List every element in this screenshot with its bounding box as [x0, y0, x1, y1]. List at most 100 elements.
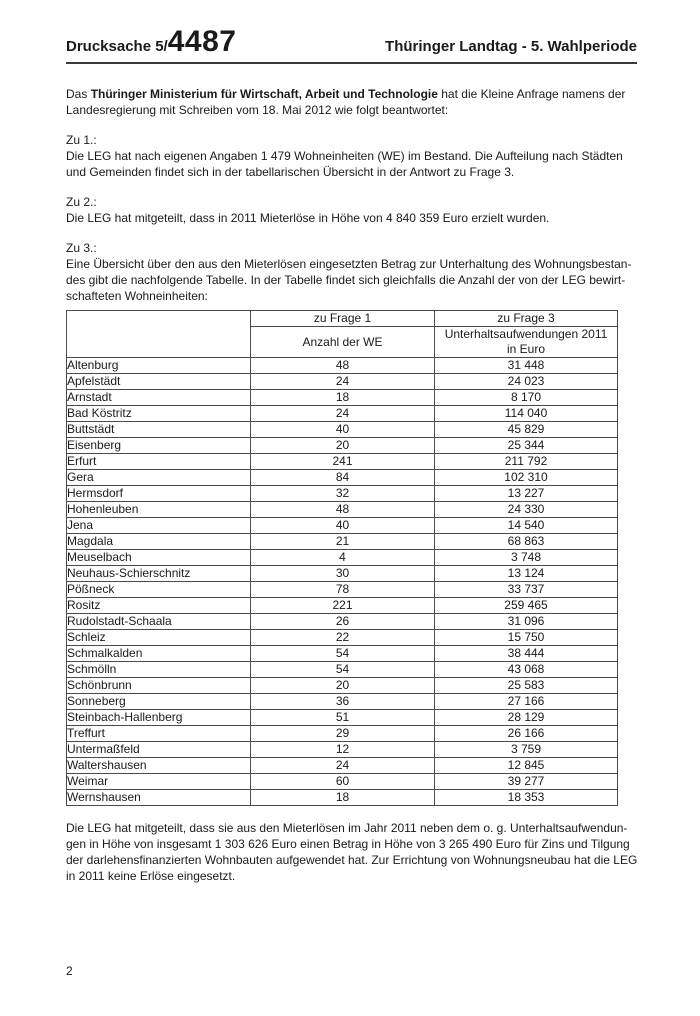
- euro-amount-cell: 3 748: [434, 549, 618, 566]
- city-cell: Schleiz: [66, 629, 251, 646]
- euro-amount-cell: 31 448: [434, 357, 618, 374]
- euro-amount-cell: 8 170: [434, 389, 618, 406]
- we-count-cell: 4: [250, 549, 435, 566]
- answer-label-2: Zu 2.:: [66, 195, 97, 209]
- we-count-cell: 221: [250, 597, 435, 614]
- city-cell: Altenburg: [66, 357, 251, 374]
- city-cell: Eisenberg: [66, 437, 251, 454]
- table-row: Schleiz 22 15 750: [66, 629, 618, 646]
- euro-amount-cell: 43 068: [434, 661, 618, 678]
- answer-section-3: Zu 3.: Eine Übersicht über den aus den M…: [66, 240, 646, 304]
- page-number: 2: [66, 964, 73, 978]
- euro-amount-cell: 114 040: [434, 405, 618, 422]
- table-row: Eisenberg 20 25 344: [66, 437, 618, 454]
- city-cell: Pößneck: [66, 581, 251, 598]
- we-count-cell: 32: [250, 485, 435, 502]
- frage1-column-header: zu Frage 1: [250, 310, 435, 327]
- intro-text-pre: Das: [66, 87, 91, 101]
- table-body: Altenburg 48 31 448 Apfelstädt 24 24 023…: [66, 357, 618, 806]
- city-cell: Hermsdorf: [66, 485, 251, 502]
- we-count-cell: 51: [250, 709, 435, 726]
- euro-amount-cell: 13 227: [434, 485, 618, 502]
- intro-paragraph: Das Thüringer Ministerium für Wirtschaft…: [66, 86, 646, 118]
- we-count-cell: 18: [250, 789, 435, 806]
- euro-amount-cell: 45 829: [434, 421, 618, 438]
- city-cell: Schmölln: [66, 661, 251, 678]
- city-cell: Erfurt: [66, 453, 251, 470]
- frage3-column-header: zu Frage 3: [434, 310, 618, 327]
- city-cell: Neuhaus-Schierschnitz: [66, 565, 251, 582]
- city-cell: Waltershausen: [66, 757, 251, 774]
- we-count-cell: 21: [250, 533, 435, 550]
- answer-text-3: Eine Übersicht über den aus den Mieterlö…: [66, 257, 632, 303]
- answer-text-2: Die LEG hat mitgeteilt, dass in 2011 Mie…: [66, 211, 550, 225]
- euro-amount-cell: 33 737: [434, 581, 618, 598]
- we-count-cell: 84: [250, 469, 435, 486]
- we-count-cell: 40: [250, 517, 435, 534]
- table-row: Weimar 60 39 277: [66, 773, 618, 790]
- table-row: Pößneck 78 33 737: [66, 581, 618, 598]
- euro-amount-cell: 26 166: [434, 725, 618, 742]
- drucksache-title: Drucksache 5/4487: [66, 26, 236, 58]
- city-cell: Wernshausen: [66, 789, 251, 806]
- header-rule: [66, 62, 637, 64]
- we-count-cell: 24: [250, 373, 435, 390]
- table-row: Hermsdorf 32 13 227: [66, 485, 618, 502]
- table-row: Neuhaus-Schierschnitz 30 13 124: [66, 565, 618, 582]
- euro-amount-cell: 68 863: [434, 533, 618, 550]
- city-cell: Rositz: [66, 597, 251, 614]
- euro-amount-cell: 24 330: [434, 501, 618, 518]
- table-row: Apfelstädt 24 24 023: [66, 373, 618, 390]
- city-cell: Bad Köstritz: [66, 405, 251, 422]
- we-count-cell: 48: [250, 357, 435, 374]
- we-count-cell: 26: [250, 613, 435, 630]
- table-header-row-top: zu Frage 1 zu Frage 3: [66, 310, 618, 358]
- we-count-cell: 24: [250, 405, 435, 422]
- city-cell: Buttstädt: [66, 421, 251, 438]
- table-row: Erfurt 241 211 792: [66, 453, 618, 470]
- euro-amount-cell: 211 792: [434, 453, 618, 470]
- table-row: Untermaßfeld 12 3 759: [66, 741, 618, 758]
- we-count-cell: 60: [250, 773, 435, 790]
- we-count-cell: 78: [250, 581, 435, 598]
- table-row: Buttstädt 40 45 829: [66, 421, 618, 438]
- euro-amount-cell: 38 444: [434, 645, 618, 662]
- euro-amount-cell: 259 465: [434, 597, 618, 614]
- wohneinheiten-table: zu Frage 1 zu Frage 3 Anzahl der WE Unte…: [66, 310, 618, 806]
- ministry-name: Thüringer Ministerium für Wirtschaft, Ar…: [90, 87, 438, 101]
- city-cell: Rudolstadt-Schaala: [66, 613, 251, 630]
- euro-amount-cell: 14 540: [434, 517, 618, 534]
- drucksache-prefix: Drucksache 5/: [66, 38, 168, 55]
- answer-text-1: Die LEG hat nach eigenen Angaben 1 479 W…: [66, 149, 623, 179]
- table-row: Waltershausen 24 12 845: [66, 757, 618, 774]
- city-cell: Schmalkalden: [66, 645, 251, 662]
- table-row: Wernshausen 18 18 353: [66, 789, 618, 806]
- table-row: Rositz 221 259 465: [66, 597, 618, 614]
- table-row: Schönbrunn 20 25 583: [66, 677, 618, 694]
- we-count-cell: 30: [250, 565, 435, 582]
- we-count-cell: 18: [250, 389, 435, 406]
- city-column-header: [66, 310, 251, 358]
- answer-section-1: Zu 1.: Die LEG hat nach eigenen Angaben …: [66, 132, 646, 180]
- drucksache-number: 4487: [167, 25, 237, 58]
- euro-amount-cell: 24 023: [434, 373, 618, 390]
- anzahl-we-header: Anzahl der WE: [250, 326, 435, 358]
- we-count-cell: 48: [250, 501, 435, 518]
- answer-label-3: Zu 3.:: [66, 241, 97, 255]
- euro-amount-cell: 28 129: [434, 709, 618, 726]
- euro-amount-cell: 25 583: [434, 677, 618, 694]
- document-page: Drucksache 5/4487 Thüringer Landtag - 5.…: [0, 26, 700, 1016]
- we-count-cell: 54: [250, 661, 435, 678]
- table-row: Meuselbach 4 3 748: [66, 549, 618, 566]
- euro-amount-cell: 13 124: [434, 565, 618, 582]
- unterhaltsaufwendungen-header: Unterhaltsaufwendungen 2011 in Euro: [434, 326, 618, 358]
- answer-section-2: Zu 2.: Die LEG hat mitgeteilt, dass in 2…: [66, 194, 646, 226]
- table-header-row-sub: Anzahl der WE Unterhaltsaufwendungen 201…: [67, 326, 618, 358]
- city-cell: Jena: [66, 517, 251, 534]
- we-count-cell: 24: [250, 757, 435, 774]
- table-row: Hohenleuben 48 24 330: [66, 501, 618, 518]
- city-cell: Meuselbach: [66, 549, 251, 566]
- table-row: Schmölln 54 43 068: [66, 661, 618, 678]
- table-row: Magdala 21 68 863: [66, 533, 618, 550]
- we-count-cell: 22: [250, 629, 435, 646]
